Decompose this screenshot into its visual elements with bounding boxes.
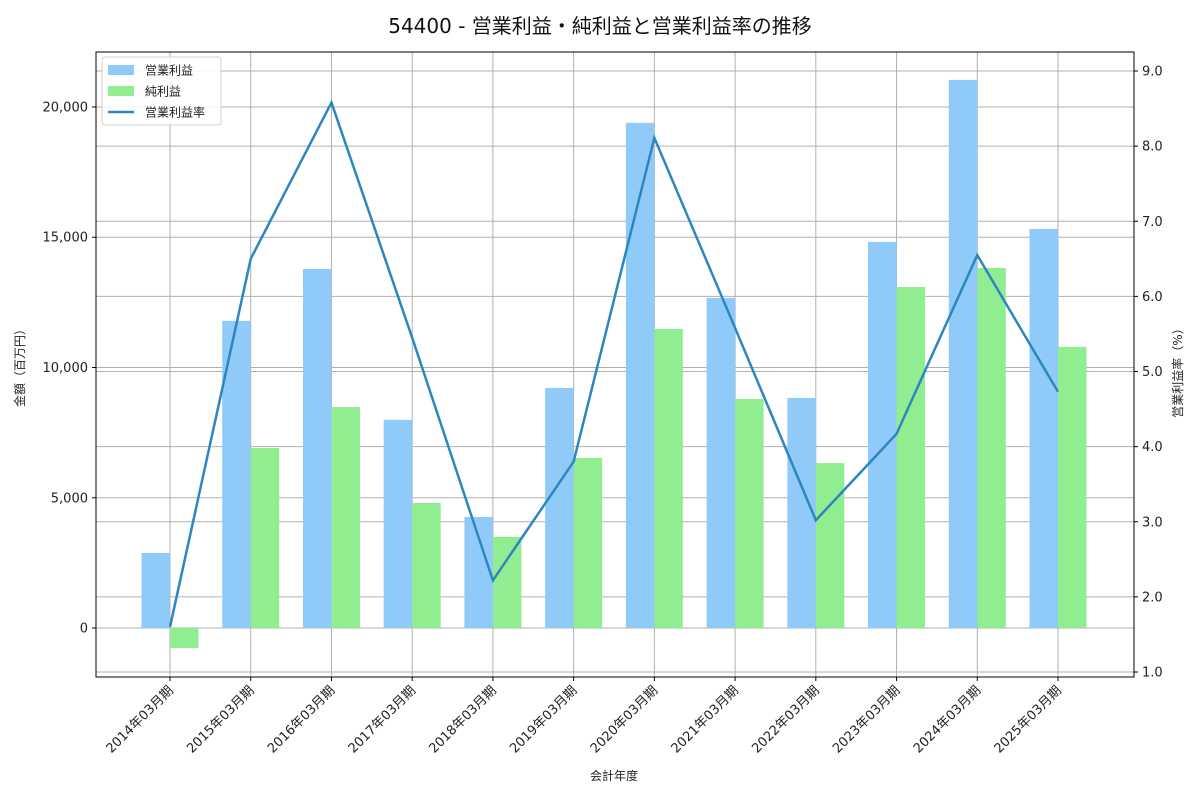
bar-net-profit	[815, 463, 845, 629]
x-tick-label: 2021年03月期	[669, 683, 742, 756]
y-tick-label: 0	[80, 622, 88, 637]
y-tick-label: 5,000	[51, 491, 88, 506]
bar-net-profit	[896, 286, 926, 629]
bar-net-profit	[1058, 346, 1087, 629]
x-axis: 2014年03月期 2015年03月期 2016年03月期 2017年03月期 2018…	[104, 677, 1065, 757]
bar-net-profit	[170, 628, 199, 649]
y2-tick-label: 4.0	[1142, 440, 1163, 455]
line-operating-margin	[168, 99, 1060, 628]
x-axis-label: 会計年度	[590, 768, 638, 783]
x-tick-label: 2020年03月期	[588, 683, 661, 756]
bar-net-profit	[331, 407, 360, 629]
legend-label: 営業利益率	[145, 105, 205, 120]
bar-operating-profit	[787, 397, 816, 629]
y-tick-label: 15,000	[43, 231, 89, 246]
bar-operating-profit	[625, 122, 655, 629]
bar-operating-profit	[141, 552, 170, 629]
y2-tick-label: 3.0	[1142, 515, 1163, 530]
bar-operating-profit	[706, 297, 736, 629]
bar-net-profit	[250, 447, 280, 629]
bar-net-profit	[492, 536, 522, 629]
y2-tick-label: 2.0	[1142, 590, 1163, 605]
left-axis-label: 金額（百万円）	[12, 323, 27, 407]
y2-tick-label: 6.0	[1142, 290, 1163, 305]
bar-operating-profit	[302, 269, 332, 629]
legend-swatch	[108, 86, 134, 96]
y2-tick-label: 8.0	[1142, 140, 1163, 155]
x-tick-label: 2022年03月期	[749, 683, 822, 756]
y2-tick-label: 7.0	[1142, 215, 1163, 230]
x-tick-label: 2015年03月期	[184, 683, 257, 756]
bar-series	[141, 79, 1087, 649]
y2-tick-label: 5.0	[1142, 365, 1163, 380]
bar-operating-profit	[868, 241, 897, 629]
bar-operating-profit	[383, 419, 413, 629]
bar-operating-profit	[948, 79, 978, 629]
right-axis-label: 営業利益率（%）	[1170, 322, 1185, 417]
x-tick-label: 2016年03月期	[265, 683, 338, 756]
y-tick-label: 20,000	[43, 100, 89, 115]
x-tick-label: 2014年03月期	[104, 683, 177, 756]
legend-label: 純利益	[145, 85, 181, 99]
x-tick-label: 2025年03月期	[992, 683, 1065, 756]
line-series	[168, 99, 1060, 628]
bar-net-profit	[735, 399, 764, 629]
x-tick-label: 2024年03月期	[911, 683, 984, 756]
bar-operating-profit	[545, 388, 574, 629]
x-tick-label: 2023年03月期	[830, 683, 903, 756]
right-y-axis: 1.0 2.0 3.0 4.0 5.0 6.0 7.0 8.0 9.0	[1134, 65, 1163, 680]
x-tick-label: 2019年03月期	[507, 683, 580, 756]
chart-title: 54400 - 営業利益・純利益と営業利益率の推移	[388, 14, 812, 38]
legend-swatch	[108, 65, 134, 75]
bar-net-profit	[412, 502, 441, 629]
x-tick-label: 2017年03月期	[346, 683, 419, 756]
left-y-axis: 0 5,000 10,000 15,000 20,000	[43, 100, 96, 637]
y2-tick-label: 9.0	[1142, 65, 1163, 80]
bar-net-profit	[573, 457, 603, 629]
plot-frame	[95, 51, 1135, 678]
bar-operating-profit	[1029, 228, 1058, 629]
y2-tick-label: 1.0	[1142, 665, 1163, 680]
x-tick-label: 2018年03月期	[426, 683, 499, 756]
legend-label: 営業利益	[145, 64, 193, 78]
y-tick-label: 10,000	[43, 361, 89, 376]
bar-net-profit	[654, 328, 683, 629]
bar-net-profit	[977, 267, 1006, 629]
